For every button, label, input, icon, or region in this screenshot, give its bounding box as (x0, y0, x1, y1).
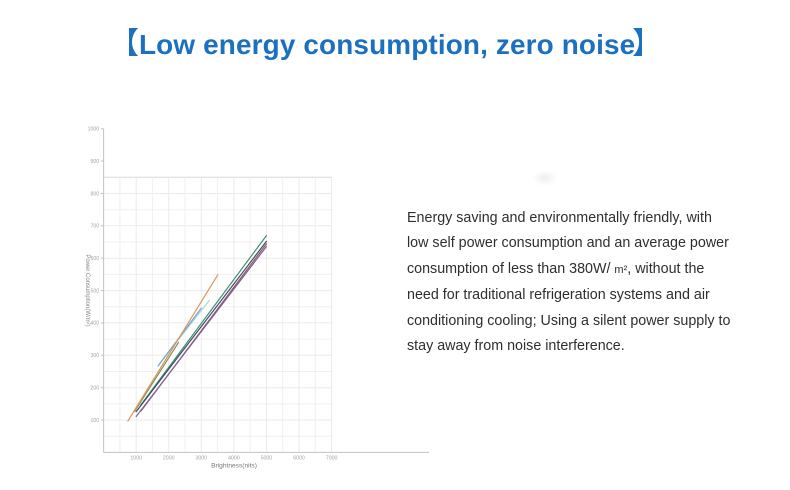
svg-text:500: 500 (91, 288, 100, 294)
svg-text:2000: 2000 (163, 456, 175, 462)
svg-text:600: 600 (91, 256, 100, 262)
svg-text:7000: 7000 (326, 456, 338, 462)
svg-text:5000: 5000 (261, 456, 273, 462)
svg-text:1000: 1000 (130, 456, 142, 462)
svg-text:3000: 3000 (196, 456, 208, 462)
svg-text:200: 200 (91, 386, 100, 392)
svg-text:700: 700 (91, 224, 100, 230)
svg-text:800: 800 (91, 191, 100, 197)
svg-text:1000: 1000 (88, 127, 100, 133)
svg-text:Brightness(nits): Brightness(nits) (211, 463, 257, 470)
svg-text:100: 100 (91, 418, 100, 424)
svg-text:900: 900 (91, 159, 100, 165)
svg-text:4000: 4000 (228, 456, 240, 462)
svg-text:300: 300 (91, 353, 100, 359)
svg-text:6000: 6000 (293, 456, 305, 462)
svg-text:Power Consumption(W/m²): Power Consumption(W/m²) (84, 254, 90, 326)
svg-text:400: 400 (91, 321, 100, 327)
